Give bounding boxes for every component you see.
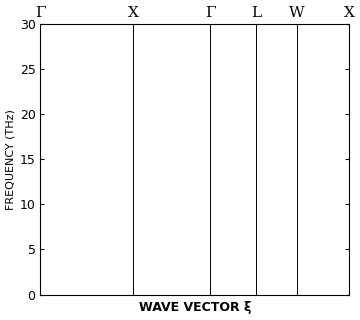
X-axis label: WAVE VECTOR ξ: WAVE VECTOR ξ bbox=[139, 301, 251, 315]
Y-axis label: FREQUENCY (THz): FREQUENCY (THz) bbox=[5, 109, 15, 210]
